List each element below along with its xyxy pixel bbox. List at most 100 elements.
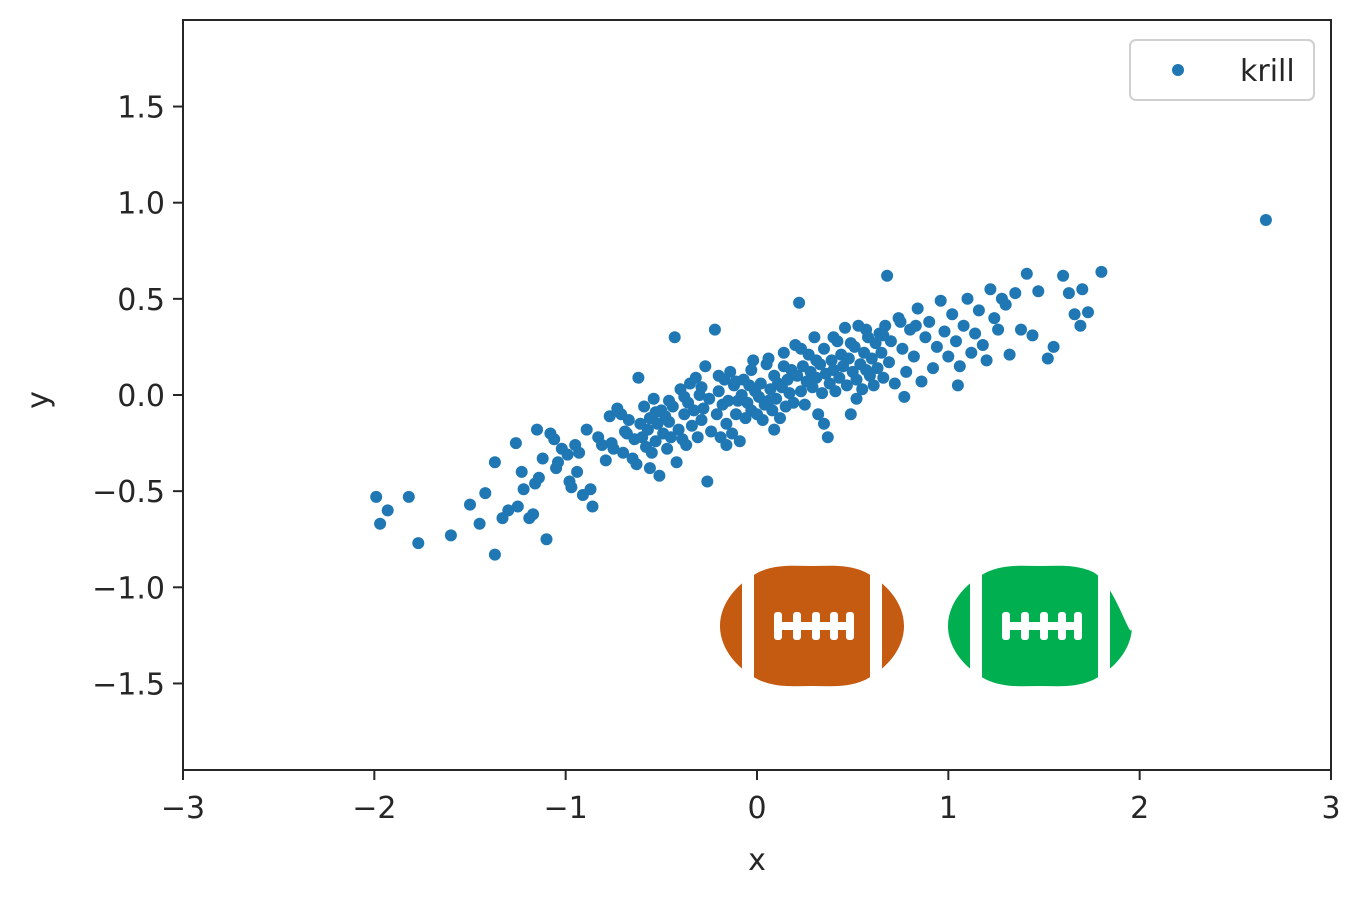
data-point [730,408,742,421]
data-point [860,323,873,336]
data-point [703,392,716,405]
data-point [842,352,855,365]
data-point [726,427,739,440]
data-point [596,439,608,451]
data-point [689,371,702,384]
data-point [951,379,964,392]
data-point [818,417,830,430]
data-point [915,375,928,388]
data-point [787,396,800,409]
data-point [584,483,597,496]
data-point [793,296,806,309]
data-point [894,315,907,328]
data-point [632,371,645,384]
data-point [871,362,884,375]
y-tick-label: 1.5 [117,91,165,126]
data-point [536,452,549,465]
data-point [586,500,599,513]
data-point [571,465,584,478]
data-point [724,365,737,378]
data-points [370,214,1272,561]
data-point [877,371,890,384]
data-point [638,400,651,413]
data-point [1082,306,1094,319]
data-point [825,354,838,367]
data-point [678,408,691,421]
data-point [374,517,387,530]
data-point [774,412,786,425]
data-point [999,298,1012,311]
data-point [678,390,691,403]
data-point [527,508,540,521]
data-point [976,339,989,351]
data-point [381,504,394,517]
data-point [829,385,842,398]
data-point [1020,267,1033,280]
data-point [488,548,501,561]
data-point [798,398,811,411]
data-point [827,331,840,344]
data-point [818,342,830,355]
data-point [695,381,708,394]
data-point [603,410,616,423]
data-point [879,319,892,332]
data-point [661,442,674,455]
data-point [1015,323,1027,336]
data-point [942,350,955,363]
data-point [710,408,723,421]
data-point [877,329,890,342]
data-point [515,465,528,478]
data-point [911,302,924,315]
legend-label-krill: krill [1240,54,1295,89]
data-point [680,439,693,451]
data-point [844,408,857,421]
legend-box [1129,39,1315,101]
data-point [745,364,758,376]
data-point [517,483,530,496]
data-point [850,392,863,405]
data-point [720,439,733,451]
data-point [599,454,612,467]
data-point [1259,214,1272,226]
data-point [697,402,710,415]
data-point [980,354,993,367]
data-point [733,435,746,448]
data-point [1009,287,1022,300]
data-point [695,414,708,426]
x-tick-label: 1 [939,791,958,826]
data-point [670,456,683,469]
data-point [649,435,662,448]
data-point [896,342,909,355]
data-point [867,379,880,392]
x-tick-label: −2 [352,791,396,826]
y-tick-label: 0.5 [117,283,165,318]
data-point [770,392,783,405]
data-point [965,346,978,359]
data-point [812,408,825,421]
data-point [619,425,631,438]
data-point [777,360,790,373]
data-point [699,360,712,373]
data-point [708,323,721,336]
data-point [898,390,911,403]
data-point [766,404,779,417]
data-point [1062,287,1075,300]
data-point [839,321,851,334]
data-point [930,340,943,353]
data-point [651,417,664,430]
data-point [479,487,492,500]
y-axis-label: y [21,391,56,409]
data-point [1003,348,1016,361]
data-point [762,352,775,365]
data-point [883,356,895,369]
y-tick-label: −1.0 [92,571,165,606]
data-point [548,433,561,446]
data-point [712,385,725,398]
data-point [1068,308,1081,321]
data-point [701,475,714,488]
data-point [900,365,913,378]
data-point [712,369,725,382]
data-point [1032,285,1045,298]
data-point [888,377,901,390]
y-tick-label: 0.0 [117,379,165,414]
